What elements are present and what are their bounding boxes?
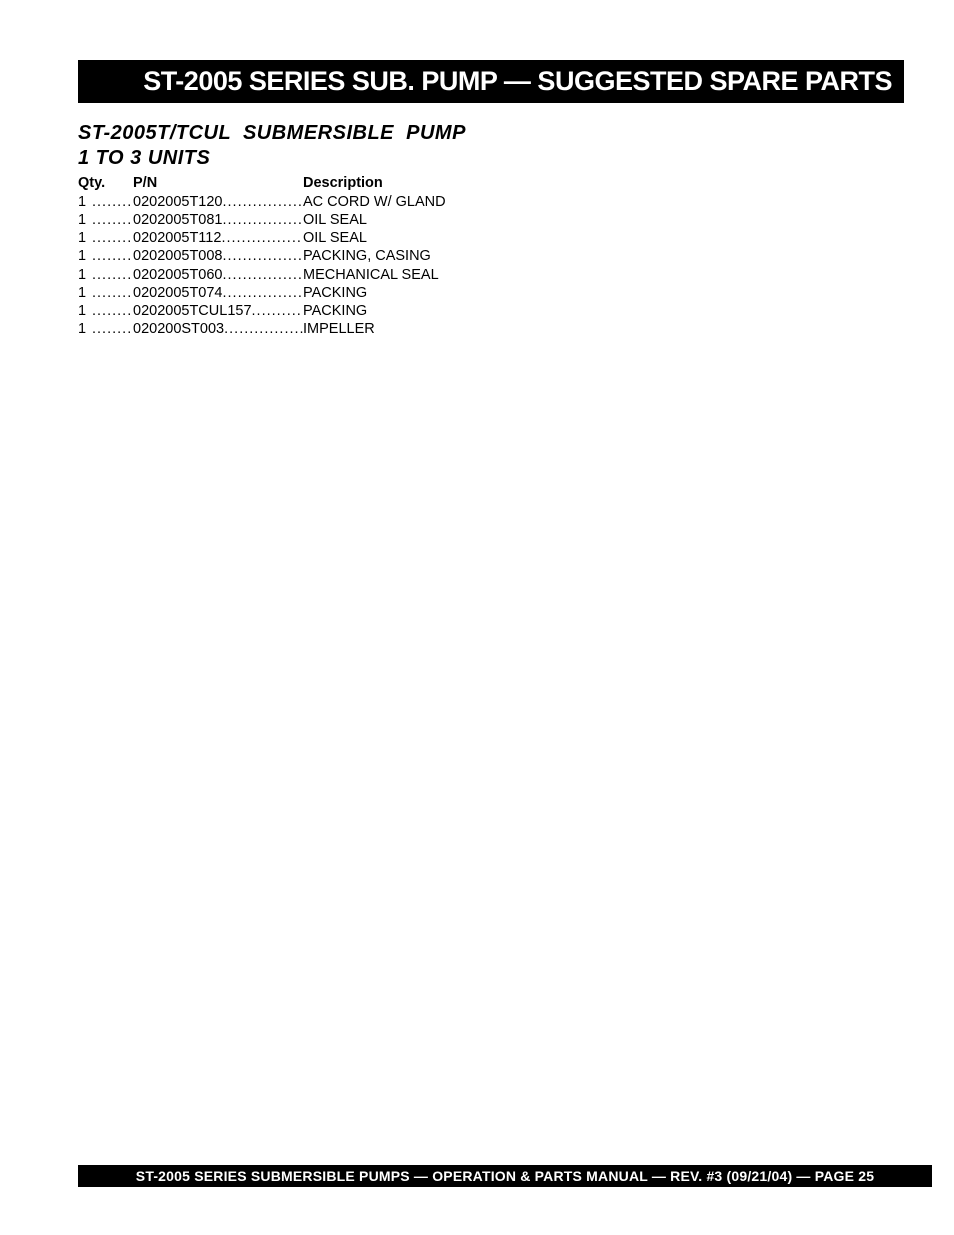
cell-qty: 1 <box>78 247 92 265</box>
pn-block: 0202005T120 ............................… <box>133 193 303 211</box>
dot-leader: ........................................… <box>92 193 133 211</box>
page-title-bar: ST-2005 SERIES SUB. PUMP — SUGGESTED SPA… <box>78 60 904 103</box>
cell-desc: MECHANICAL SEAL <box>303 266 439 284</box>
page-content: ST-2005 SERIES SUB. PUMP — SUGGESTED SPA… <box>0 0 954 338</box>
parts-row: 1.......................................… <box>78 247 904 265</box>
cell-pn: 0202005T060 <box>133 266 223 284</box>
cell-pn: 0202005T008 <box>133 247 223 265</box>
cell-qty: 1 <box>78 284 92 302</box>
pn-block: 0202005T081 ............................… <box>133 211 303 229</box>
dot-leader: ........................................… <box>224 320 303 338</box>
dot-leader: ........................................… <box>252 302 303 320</box>
cell-desc: OIL SEAL <box>303 229 367 247</box>
page-footer-bar: ST-2005 SERIES SUBMERSIBLE PUMPS — OPERA… <box>78 1165 932 1187</box>
dot-leader: ........................................… <box>92 229 133 247</box>
dot-leader: ........................................… <box>223 284 304 302</box>
dot-leader: ........................................… <box>92 266 133 284</box>
cell-qty: 1 <box>78 266 92 284</box>
dot-leader: ........................................… <box>223 266 304 284</box>
section-subtitle: ST-2005T/TCUL SUBMERSIBLE PUMP 1 TO 3 UN… <box>78 121 904 171</box>
cell-pn: 0202005TCUL157 <box>133 302 252 320</box>
cell-pn: 0202005T112 <box>133 229 221 247</box>
dot-leader: ........................................… <box>223 193 304 211</box>
cell-desc: PACKING <box>303 302 367 320</box>
col-header-desc: Description <box>303 175 904 191</box>
pn-block: 020200ST003 ............................… <box>133 320 303 338</box>
cell-qty: 1 <box>78 193 92 211</box>
parts-list: 1.......................................… <box>78 193 904 338</box>
parts-row: 1.......................................… <box>78 211 904 229</box>
dot-leader: ........................................… <box>92 284 133 302</box>
subtitle-line-1: ST-2005T/TCUL SUBMERSIBLE PUMP <box>78 122 466 144</box>
dot-leader: ........................................… <box>223 211 304 229</box>
dot-leader: ........................................… <box>92 211 133 229</box>
dot-leader: ........................................… <box>221 229 303 247</box>
cell-desc: IMPELLER <box>303 320 375 338</box>
cell-qty: 1 <box>78 302 92 320</box>
cell-desc: OIL SEAL <box>303 211 367 229</box>
dot-leader: ........................................… <box>92 320 133 338</box>
dot-leader: ........................................… <box>223 247 304 265</box>
cell-qty: 1 <box>78 229 92 247</box>
pn-block: 0202005T074 ............................… <box>133 284 303 302</box>
parts-row: 1.......................................… <box>78 302 904 320</box>
footer-text: ST-2005 SERIES SUBMERSIBLE PUMPS — OPERA… <box>136 1168 874 1184</box>
cell-pn: 0202005T081 <box>133 211 223 229</box>
cell-pn: 0202005T074 <box>133 284 223 302</box>
page-title: ST-2005 SERIES SUB. PUMP — SUGGESTED SPA… <box>143 66 892 96</box>
parts-row: 1.......................................… <box>78 193 904 211</box>
pn-block: 0202005T008 ............................… <box>133 247 303 265</box>
dot-leader: ........................................… <box>92 302 133 320</box>
cell-desc: PACKING <box>303 284 367 302</box>
parts-table-header: Qty. P/N Description <box>78 175 904 191</box>
cell-qty: 1 <box>78 211 92 229</box>
subtitle-line-2: 1 TO 3 UNITS <box>78 147 210 169</box>
parts-row: 1.......................................… <box>78 266 904 284</box>
cell-pn: 020200ST003 <box>133 320 224 338</box>
col-header-pn: P/N <box>133 175 303 191</box>
cell-desc: PACKING, CASING <box>303 247 431 265</box>
cell-qty: 1 <box>78 320 92 338</box>
dot-leader: ........................................… <box>92 247 133 265</box>
pn-block: 0202005T112 ............................… <box>133 229 303 247</box>
cell-desc: AC CORD W/ GLAND <box>303 193 446 211</box>
pn-block: 0202005T060 ............................… <box>133 266 303 284</box>
parts-row: 1.......................................… <box>78 320 904 338</box>
col-header-qty: Qty. <box>78 175 133 191</box>
pn-block: 0202005TCUL157 .........................… <box>133 302 303 320</box>
parts-row: 1.......................................… <box>78 284 904 302</box>
cell-pn: 0202005T120 <box>133 193 223 211</box>
parts-row: 1.......................................… <box>78 229 904 247</box>
